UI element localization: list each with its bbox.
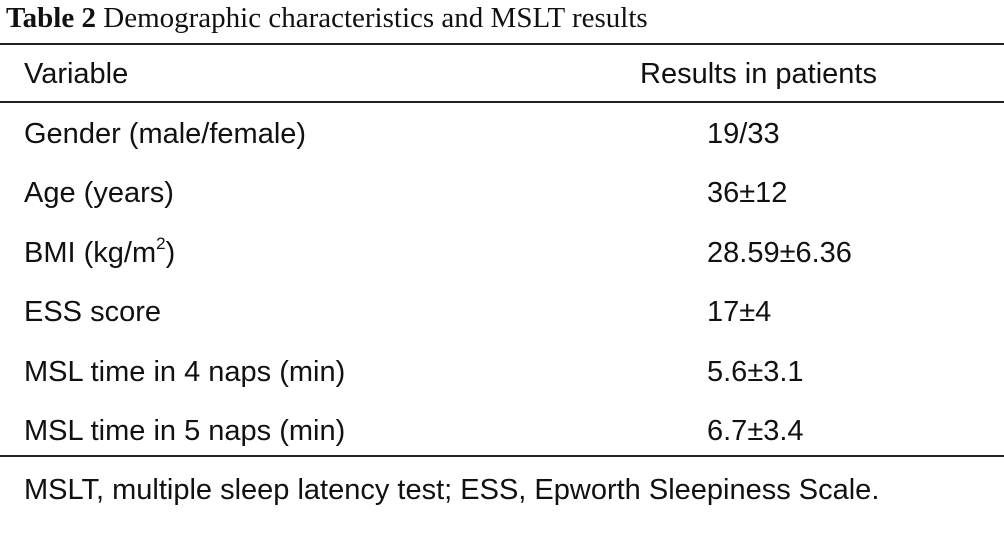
table-row-age-result: 36±12: [707, 177, 788, 209]
bmi-label-superscript: 2: [156, 234, 166, 253]
table-footnote: MSLT, multiple sleep latency test; ESS, …: [24, 474, 880, 506]
table-row-msl4-result: 5.6±3.1: [707, 356, 804, 388]
table-top-rule: [0, 43, 1004, 45]
table-row-bmi-variable: BMI (kg/m2): [24, 234, 176, 270]
bmi-label-prefix: BMI (kg/m: [24, 237, 157, 269]
table-row-msl5-variable: MSL time in 5 naps (min): [24, 415, 346, 447]
table-caption-label: Table 2: [6, 2, 96, 34]
table-row-msl5-result: 6.7±3.4: [707, 415, 804, 447]
table-row-msl4-variable: MSL time in 4 naps (min): [24, 356, 346, 388]
table-row-ess-variable: ESS score: [24, 296, 161, 328]
column-header-results: Results in patients: [640, 58, 877, 90]
table-row-age-variable: Age (years): [24, 177, 174, 209]
table-row-gender-variable: Gender (male/female): [24, 118, 307, 150]
table-caption: Table 2 Demographic characteristics and …: [6, 0, 648, 40]
bmi-label-suffix: ): [165, 237, 176, 269]
table-row-gender-result: 19/33: [707, 118, 780, 150]
table-header-rule: [0, 101, 1004, 103]
column-header-variable: Variable: [24, 58, 129, 90]
table-row-bmi-result: 28.59±6.36: [707, 237, 852, 269]
table-row-ess-result: 17±4: [707, 296, 772, 328]
table-caption-title: Demographic characteristics and MSLT res…: [103, 2, 648, 34]
table-bottom-rule: [0, 455, 1004, 457]
